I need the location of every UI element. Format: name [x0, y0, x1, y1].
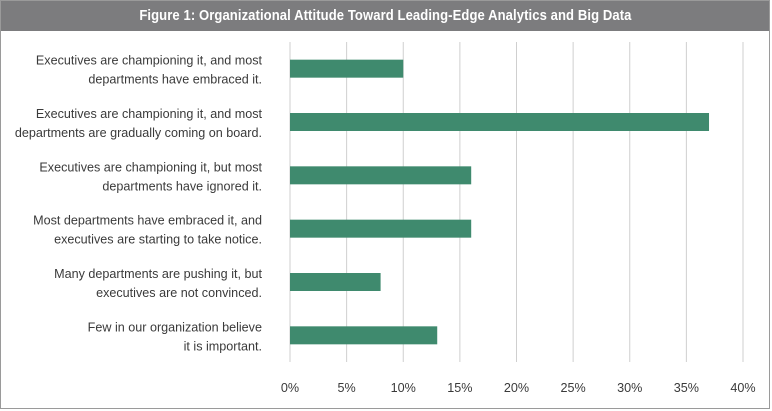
category-label: Most departments have embraced it, and	[33, 214, 262, 228]
category-label: departments have embraced it.	[88, 73, 262, 87]
bar-4	[290, 273, 381, 291]
x-tick-label: 0%	[281, 381, 299, 395]
x-tick-label: 35%	[674, 381, 699, 395]
category-label: executives are not convinced.	[96, 286, 262, 300]
bar-3	[290, 219, 472, 238]
category-label: Executives are championing it, but most	[39, 160, 262, 174]
x-tick-label: 20%	[504, 381, 529, 395]
chart-title-bar: Figure 1: Organizational Attitude Toward…	[1, 1, 769, 31]
x-tick-label: 40%	[730, 381, 755, 395]
category-label: executives are starting to take notice.	[54, 233, 262, 247]
category-label: departments have ignored it.	[102, 179, 262, 193]
chart-title: Figure 1: Organizational Attitude Toward…	[138, 8, 632, 24]
bar-1	[290, 113, 710, 131]
category-label: Executives are championing it, and most	[36, 54, 263, 68]
category-label: Few in our organization believe	[88, 320, 262, 334]
x-tick-label: 15%	[447, 381, 472, 395]
category-label: Executives are championing it, and most	[36, 107, 263, 121]
bar-0	[290, 59, 404, 78]
bar-2	[290, 166, 472, 185]
x-tick-label: 30%	[617, 381, 642, 395]
x-tick-label: 25%	[561, 381, 586, 395]
category-label: Many departments are pushing it, but	[54, 267, 262, 281]
x-tick-label: 5%	[338, 381, 356, 395]
category-label: it is important.	[184, 339, 262, 353]
bar-5	[290, 326, 438, 345]
category-label: departments are gradually coming on boar…	[15, 126, 262, 140]
x-tick-label: 10%	[391, 381, 416, 395]
